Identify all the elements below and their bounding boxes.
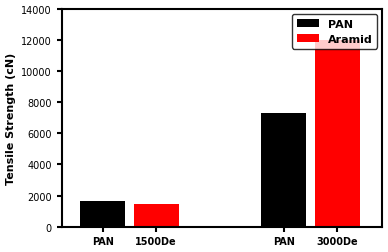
Legend: PAN, Aramid: PAN, Aramid xyxy=(292,15,377,49)
Y-axis label: Tensile Strength (cN): Tensile Strength (cN) xyxy=(5,52,16,184)
Bar xyxy=(133,204,179,227)
Bar xyxy=(261,113,307,227)
Bar xyxy=(315,41,360,227)
Bar xyxy=(80,201,125,227)
